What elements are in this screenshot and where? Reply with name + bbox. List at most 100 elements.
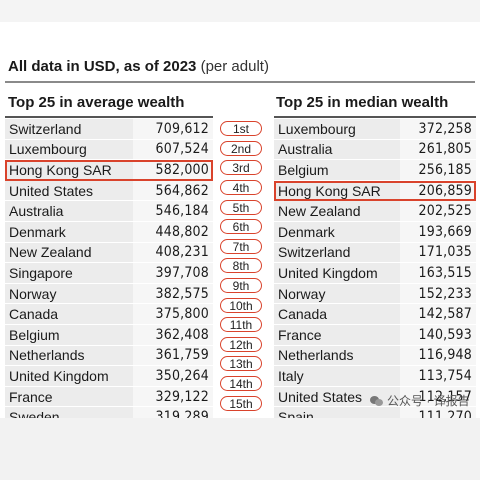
country-name: United Kingdom bbox=[274, 263, 400, 283]
table-row: Norway 382,575 bbox=[5, 283, 213, 305]
table-row: Canada 142,587 bbox=[274, 304, 476, 325]
country-name: Canada bbox=[274, 304, 400, 324]
wealth-value: 113,754 bbox=[400, 366, 476, 386]
median-wealth-table: Luxembourg 372,258 Australia 261,805 Belgium… bbox=[274, 119, 476, 428]
wealth-value: 397,708 bbox=[133, 263, 213, 283]
rank-badge: 15th bbox=[218, 393, 264, 413]
rank-badge: 12th bbox=[218, 335, 264, 355]
table-row: Luxembourg 372,258 bbox=[274, 119, 476, 140]
watermark: 公众号 · 译报告 bbox=[370, 392, 470, 409]
median-title-rule bbox=[274, 116, 476, 118]
rank-badge: 9th bbox=[218, 276, 264, 296]
rank-badge: 4th bbox=[218, 178, 264, 198]
wealth-value: 709,612 bbox=[133, 119, 213, 139]
wealth-value: 329,122 bbox=[133, 386, 213, 407]
rank-label: 14th bbox=[220, 376, 262, 392]
rank-badge: 3rd bbox=[218, 158, 264, 178]
wealth-value: 372,258 bbox=[400, 119, 476, 139]
watermark-text: 公众号 · 译报告 bbox=[387, 394, 470, 408]
country-name: New Zealand bbox=[5, 242, 133, 263]
country-name: Singapore bbox=[5, 263, 133, 283]
average-wealth-table: Switzerland 709,612 Luxembourg 607,524 Hong … bbox=[5, 119, 213, 428]
country-name: Belgium bbox=[5, 324, 133, 345]
table-row: Switzerland 709,612 bbox=[5, 119, 213, 140]
table-row: Netherlands 116,948 bbox=[274, 345, 476, 367]
table-row: Canada 375,800 bbox=[5, 304, 213, 325]
country-name: Switzerland bbox=[274, 242, 400, 263]
rank-badge: 14th bbox=[218, 374, 264, 394]
median-table-title: Top 25 in median wealth bbox=[276, 94, 449, 111]
rank-label: 13th bbox=[220, 356, 262, 372]
country-name: France bbox=[274, 324, 400, 345]
rank-label: 8th bbox=[220, 258, 262, 274]
country-name: Norway bbox=[274, 283, 400, 304]
table-row: Switzerland 171,035 bbox=[274, 242, 476, 264]
country-name: Norway bbox=[5, 283, 133, 304]
country-name: United Kingdom bbox=[5, 366, 133, 386]
wealth-value: 256,185 bbox=[400, 160, 476, 180]
rank-badge: 6th bbox=[218, 217, 264, 237]
rank-label: 11th bbox=[220, 317, 262, 333]
table-row: Belgium 256,185 bbox=[274, 160, 476, 181]
rank-label: 6th bbox=[220, 219, 262, 235]
country-name: Netherlands bbox=[5, 345, 133, 366]
wealth-value: 408,231 bbox=[133, 242, 213, 263]
table-row: United Kingdom 163,515 bbox=[274, 263, 476, 284]
table-row: New Zealand 202,525 bbox=[274, 201, 476, 222]
country-name: Hong Kong SAR bbox=[5, 160, 133, 180]
table-row: France 140,593 bbox=[274, 324, 476, 346]
country-name: New Zealand bbox=[274, 201, 400, 221]
rank-badge: 13th bbox=[218, 354, 264, 374]
rank-label: 15th bbox=[220, 395, 262, 411]
wealth-value: 546,184 bbox=[133, 201, 213, 221]
wechat-icon bbox=[370, 395, 384, 407]
wealth-value: 193,669 bbox=[400, 221, 476, 242]
header-subtitle: (per adult) bbox=[200, 58, 269, 75]
country-name: Switzerland bbox=[5, 119, 133, 139]
rank-label: 1st bbox=[220, 121, 262, 137]
wealth-value: 375,800 bbox=[133, 304, 213, 324]
wealth-value: 116,948 bbox=[400, 345, 476, 366]
table-row: Singapore 397,708 bbox=[5, 263, 213, 284]
rank-label: 3rd bbox=[220, 160, 262, 176]
rank-label: 7th bbox=[220, 238, 262, 254]
table-row: Netherlands 361,759 bbox=[5, 345, 213, 367]
wealth-value: 140,593 bbox=[400, 324, 476, 345]
wealth-value: 350,264 bbox=[133, 366, 213, 386]
wealth-value: 206,859 bbox=[400, 180, 476, 201]
wealth-value: 448,802 bbox=[133, 221, 213, 242]
country-name: Denmark bbox=[274, 221, 400, 242]
wealth-value: 142,587 bbox=[400, 304, 476, 324]
country-name: Denmark bbox=[5, 221, 133, 242]
table-row: Australia 261,805 bbox=[274, 139, 476, 161]
bottom-strip bbox=[0, 418, 480, 480]
rank-label: 5th bbox=[220, 199, 262, 215]
country-name: Netherlands bbox=[274, 345, 400, 366]
country-name: United States bbox=[5, 180, 133, 201]
table-row: New Zealand 408,231 bbox=[5, 242, 213, 264]
top-strip bbox=[0, 0, 480, 22]
table-row: Denmark 193,669 bbox=[274, 221, 476, 243]
country-name: Canada bbox=[5, 304, 133, 324]
wealth-value: 152,233 bbox=[400, 283, 476, 304]
wealth-value: 112,157 bbox=[400, 386, 476, 407]
wealth-value: 382,575 bbox=[133, 283, 213, 304]
table-row: Italy 113,754 bbox=[274, 366, 476, 387]
wealth-value: 362,408 bbox=[133, 324, 213, 345]
table-row: Hong Kong SAR 582,000 bbox=[5, 160, 213, 181]
country-name: France bbox=[5, 386, 133, 407]
table-row: Luxembourg 607,524 bbox=[5, 139, 213, 161]
country-name: Italy bbox=[274, 366, 400, 386]
rank-label: 2nd bbox=[220, 140, 262, 156]
wealth-value: 163,515 bbox=[400, 263, 476, 283]
wealth-value: 361,759 bbox=[133, 345, 213, 366]
table-row: United Kingdom 350,264 bbox=[5, 366, 213, 387]
table-row: United States 564,862 bbox=[5, 180, 213, 202]
country-name: Luxembourg bbox=[274, 119, 400, 139]
table-row: Norway 152,233 bbox=[274, 283, 476, 305]
wealth-value: 171,035 bbox=[400, 242, 476, 263]
rank-badge: 5th bbox=[218, 197, 264, 217]
country-name: Australia bbox=[5, 201, 133, 221]
wealth-value: 564,862 bbox=[133, 180, 213, 201]
rank-badge: 2nd bbox=[218, 139, 264, 159]
